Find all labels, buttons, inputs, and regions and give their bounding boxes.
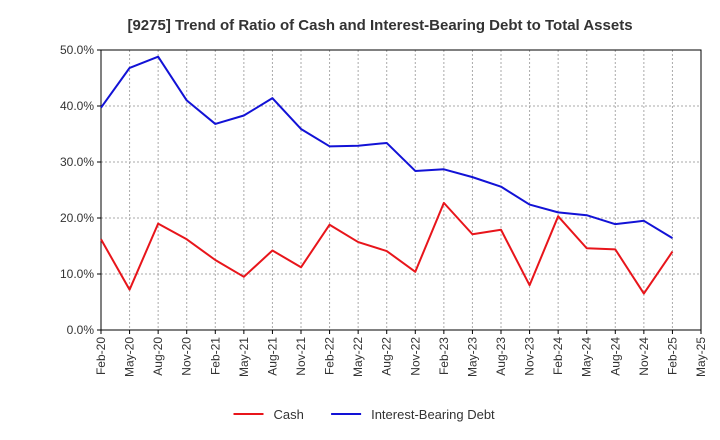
- x-tick-label: Feb-21: [208, 337, 222, 375]
- y-tick-label: 30.0%: [60, 155, 94, 169]
- y-tick-label: 10.0%: [60, 267, 94, 281]
- legend: Cash Interest-Bearing Debt: [233, 407, 495, 422]
- x-tick-label: Nov-23: [523, 337, 537, 376]
- x-tick-label: May-21: [237, 337, 251, 377]
- x-tick-label: Feb-22: [323, 337, 337, 375]
- series-line-cash: [100, 201, 674, 295]
- x-tick-label: Nov-20: [180, 337, 194, 376]
- legend-label-interest-bearing-debt: Interest-Bearing Debt: [371, 407, 495, 422]
- x-tick-label: May-25: [694, 337, 708, 377]
- grid: [101, 50, 701, 330]
- x-tick-label: May-23: [465, 337, 479, 377]
- x-tick-label: Feb-24: [551, 337, 565, 375]
- x-tick-label: May-22: [351, 337, 365, 377]
- x-tick-label: Aug-23: [494, 337, 508, 376]
- x-tick-label: Aug-20: [151, 337, 165, 376]
- x-tick-label: May-24: [580, 337, 594, 377]
- y-tick-label: 20.0%: [60, 211, 94, 225]
- series-line-interest-bearing-debt: [100, 55, 673, 240]
- x-tick-label: Nov-22: [408, 337, 422, 376]
- x-tick-label: Feb-23: [437, 337, 451, 375]
- x-tick-label: Feb-25: [665, 337, 679, 375]
- x-tick-label: Aug-21: [265, 337, 279, 376]
- x-tick-label: Nov-24: [637, 337, 651, 376]
- chart-title: [9275] Trend of Ratio of Cash and Intere…: [127, 17, 632, 34]
- x-tick-label: Feb-20: [94, 337, 108, 375]
- y-tick-label: 50.0%: [60, 43, 94, 57]
- x-axis: Feb-20 May-20 Aug-20 Nov-20 Feb-21 May-21 Aug-…: [94, 330, 708, 377]
- y-tick-label: 40.0%: [60, 99, 94, 113]
- y-tick-label: 0.0%: [67, 323, 95, 337]
- legend-label-cash: Cash: [274, 407, 304, 422]
- x-tick-label: Aug-22: [380, 337, 394, 376]
- x-tick-label: May-20: [123, 337, 137, 377]
- y-axis: 0.0% 10.0% 20.0% 30.0% 40.0% 50.0%: [60, 43, 101, 337]
- x-tick-label: Nov-21: [294, 337, 308, 376]
- x-tick-label: Aug-24: [608, 337, 622, 376]
- plot-area: [100, 49, 702, 331]
- series-group: [100, 55, 674, 295]
